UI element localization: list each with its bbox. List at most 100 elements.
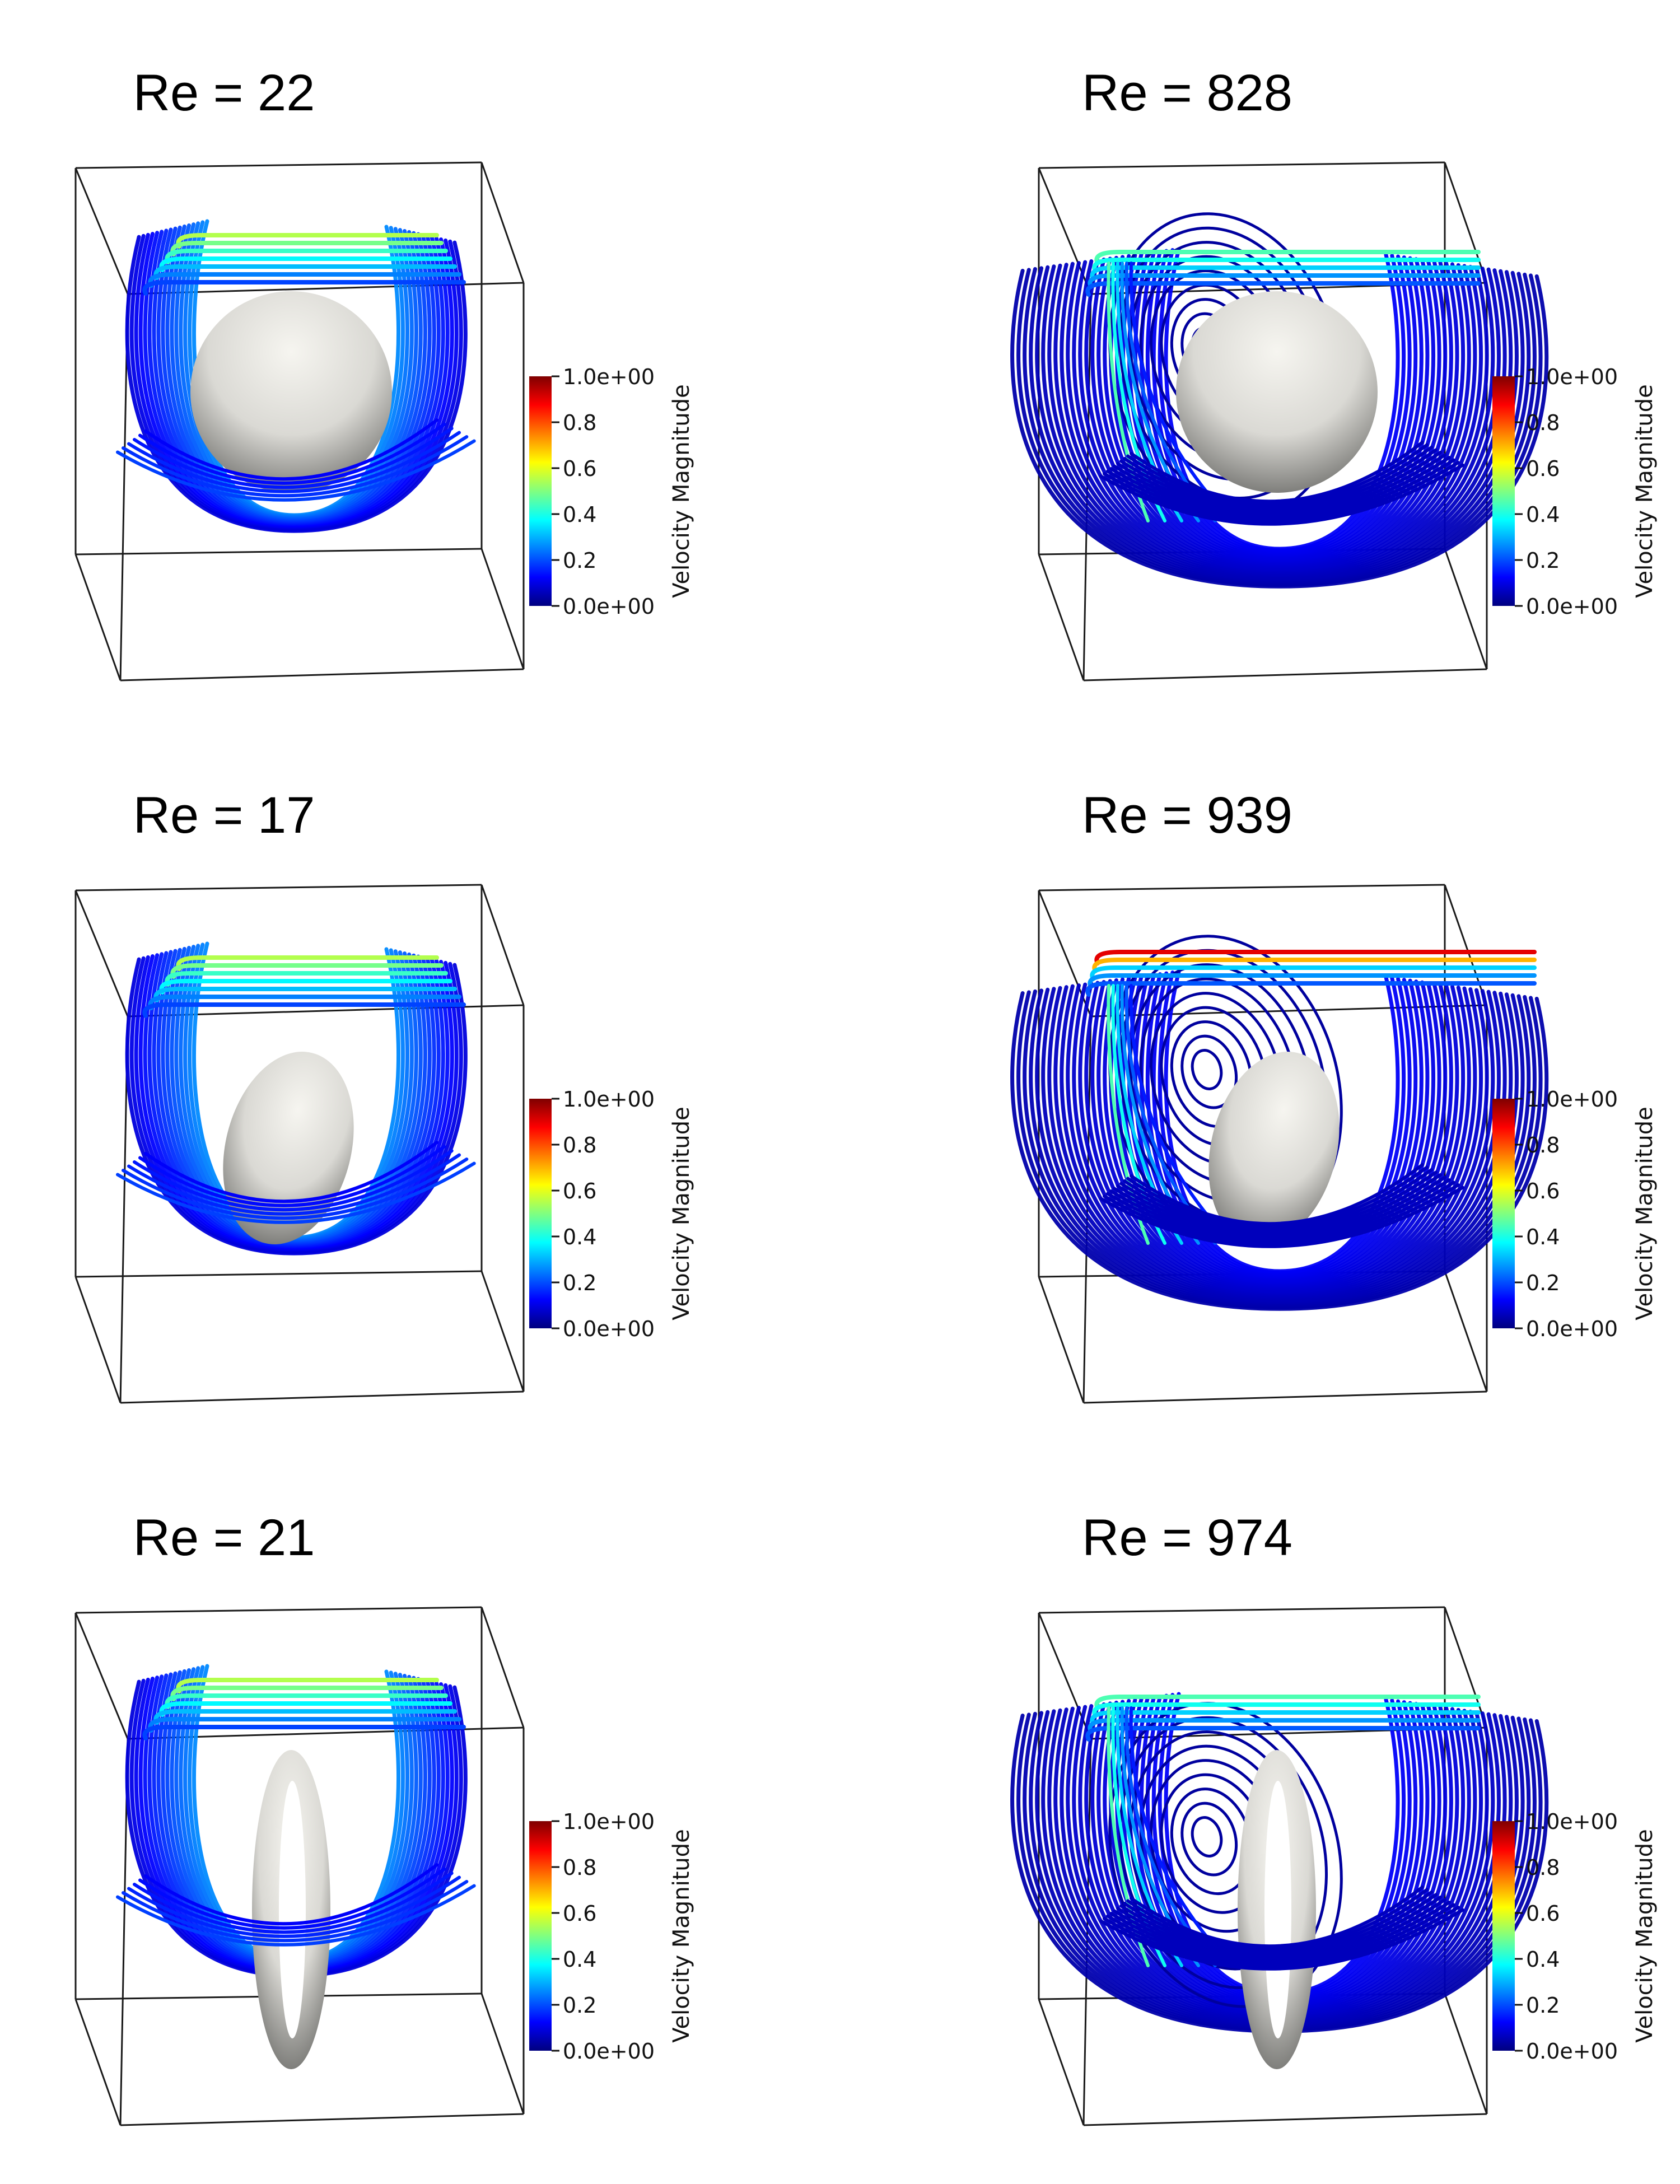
panel-title: Re = 21 (133, 1509, 315, 1566)
streamlines (125, 219, 468, 533)
panel-4: 1.0e+00 0.8 0.6 0.4 0.2 0.0e+00 Velocity Magni… (963, 722, 1680, 1422)
panel-6: 1.0e+00 0.8 0.6 0.4 0.2 0.0e+00 Velocity Magni… (963, 1445, 1680, 2145)
colorbar: 1.0e+00 0.8 0.6 0.4 0.2 0.0e+00 Velocity Magni… (529, 1809, 694, 2064)
streamline (1126, 443, 1429, 506)
domain-box (74, 1606, 525, 2126)
streamline (1130, 441, 1424, 503)
streamline (1116, 451, 1442, 514)
colorbar-gradient (1492, 1099, 1515, 1328)
box-edge (74, 167, 129, 295)
lid-streamline (142, 1002, 466, 1018)
colorbar: 1.0e+00 0.8 0.6 0.4 0.2 0.0e+00 Velocity Magni… (1492, 365, 1658, 619)
streamline (1119, 1170, 1438, 1233)
streamline (138, 1145, 446, 1207)
box-edge (74, 890, 129, 1017)
streamline (122, 1880, 469, 1943)
streamlines (125, 1664, 468, 1978)
colorbar-tick-label: 1.0e+00 (1526, 1087, 1618, 1112)
streamlines-front (116, 1141, 476, 1224)
box-edge (75, 1270, 482, 1278)
box-edge (1444, 162, 1488, 283)
colorbar-title: Velocity Magnitude (669, 1829, 694, 2043)
streamline (1106, 1903, 1455, 1966)
colorbar-tick-label: 0.2 (563, 1993, 596, 2018)
streamline (1010, 991, 1549, 1311)
box-edge (480, 162, 525, 283)
streamline (1099, 1908, 1464, 1971)
colorbar-tick-label: 0.0e+00 (563, 594, 655, 619)
box-edge (1444, 1607, 1488, 1728)
box-edge (1444, 1993, 1488, 2115)
colorbar-tick-label: 0.6 (1526, 1179, 1560, 1203)
colorbar-tick-label: 0.2 (1526, 1993, 1560, 2018)
streamline (144, 1863, 438, 1926)
colorbar-gradient (1492, 376, 1515, 606)
colorbar: 1.0e+00 0.8 0.6 0.4 0.2 0.0e+00 Velocity Magni… (529, 365, 694, 619)
box-edge (74, 1612, 129, 1739)
box-edge (120, 1390, 524, 1404)
streamline (1116, 1173, 1442, 1236)
box-edge (75, 1606, 482, 1614)
streamline (138, 422, 446, 485)
sphere-object (1176, 291, 1378, 493)
box-edge (480, 1271, 525, 1392)
streamlines-front (1099, 1886, 1464, 1971)
streamline (125, 235, 468, 533)
colorbar-title: Velocity Magnitude (669, 384, 694, 598)
torus-object (252, 1750, 330, 2069)
box-edge (1444, 548, 1488, 670)
vortex-streamline (1191, 1816, 1223, 1858)
box-edge (1444, 1271, 1488, 1392)
panel-title: Re = 828 (1082, 64, 1292, 122)
colorbar-tick-label: 0.0e+00 (1526, 594, 1618, 619)
streamline (1123, 1168, 1433, 1231)
colorbar-title: Velocity Magnitude (1632, 1107, 1658, 1320)
streamline (1109, 1901, 1451, 1963)
box-edge (74, 1999, 122, 2126)
box-edge (480, 1607, 525, 1728)
colorbar-tick-label: 0.2 (1526, 548, 1560, 573)
streamline (1113, 1175, 1446, 1238)
box-edge (480, 548, 525, 670)
streamline (1123, 1891, 1433, 1953)
visualization-canvas: 1.0e+00 0.8 0.6 0.4 0.2 0.0e+00 Velocity Magni… (1010, 884, 1658, 1404)
box-edge (120, 668, 524, 682)
streamline (1010, 268, 1549, 589)
streamline (144, 1141, 438, 1203)
colorbar-tick-label: 0.6 (1526, 1901, 1560, 1926)
colorbar-tick-label: 1.0e+00 (563, 1087, 655, 1112)
vortex-streamline (1180, 1802, 1238, 1877)
panel-5: 1.0e+00 0.8 0.6 0.4 0.2 0.0e+00 Velocity Magni… (0, 1445, 784, 2145)
panel-title: Re = 974 (1082, 1509, 1292, 1566)
streamline (1126, 1165, 1429, 1228)
box-edge (120, 2113, 524, 2126)
vortex-streamline (1180, 1034, 1238, 1109)
colorbar-tick-label: 0.8 (1526, 1133, 1560, 1158)
colorbar-tick-label: 0.8 (1526, 1855, 1560, 1880)
streamline (1106, 1180, 1455, 1243)
visualization-canvas: 1.0e+00 0.8 0.6 0.4 0.2 0.0e+00 Velocity Magni… (74, 1606, 694, 2126)
panel-title: Re = 22 (133, 64, 315, 122)
streamline (1123, 446, 1433, 508)
box-edge (1083, 1390, 1487, 1404)
torus-hole (279, 1781, 306, 2038)
colorbar-title: Velocity Magnitude (1632, 1829, 1658, 2043)
streamline (122, 435, 469, 498)
box-edge (1083, 2113, 1487, 2126)
streamline (144, 418, 438, 481)
colorbar-tick-label: 0.0e+00 (563, 1317, 655, 1341)
streamlines-front (1099, 441, 1464, 526)
colorbar-tick-label: 0.6 (1526, 456, 1560, 481)
lid-streamline (1085, 981, 1537, 997)
colorbar-tick-label: 0.8 (1526, 410, 1560, 435)
lid-streamline (1085, 1726, 1481, 1742)
visualization-canvas: 1.0e+00 0.8 0.6 0.4 0.2 0.0e+00 Velocity Magni… (74, 884, 694, 1404)
streamline (116, 439, 476, 502)
colorbar-tick-label: 0.4 (1526, 1947, 1560, 1972)
colorbar-tick-label: 0.4 (1526, 1225, 1560, 1249)
visualization-canvas: 1.0e+00 0.8 0.6 0.4 0.2 0.0e+00 Velocity Magni… (74, 161, 694, 682)
panel-2: 1.0e+00 0.8 0.6 0.4 0.2 0.0e+00 Velocity Magni… (963, 0, 1680, 700)
box-edge (1038, 1606, 1445, 1614)
streamline (1109, 456, 1451, 519)
torus-object (1238, 1750, 1316, 2069)
